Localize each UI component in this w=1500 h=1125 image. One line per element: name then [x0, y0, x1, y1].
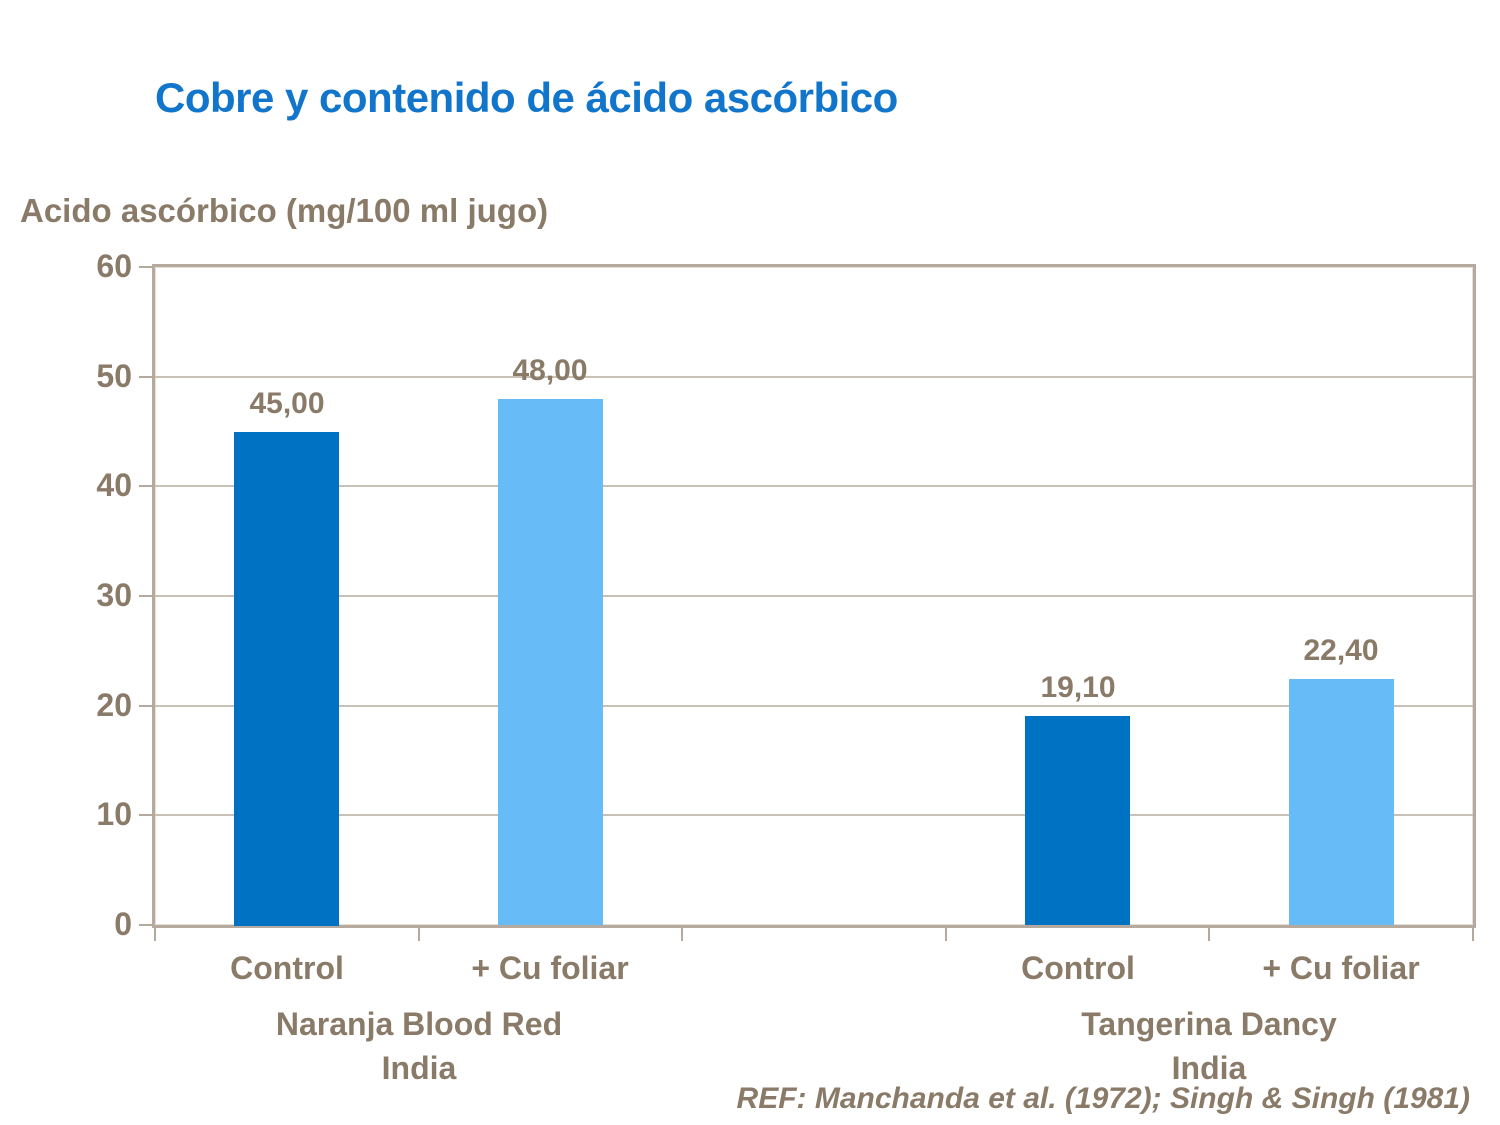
gridline [155, 705, 1473, 707]
group-label: Tangerina Dancy [1081, 1006, 1337, 1042]
bar-value-label: 22,40 [1303, 634, 1379, 667]
x-tick-mark [681, 928, 683, 941]
bar-value-label: 48,00 [512, 354, 588, 387]
group-sublabel: India [381, 1050, 457, 1086]
bar-naranja-blood-red-cu-foliar [498, 399, 603, 925]
x-tick-mark [1208, 928, 1210, 941]
x-category-label: + Cu foliar [471, 950, 629, 986]
plot-area-border [152, 264, 1476, 928]
y-tick-mark [139, 595, 152, 597]
reference-citation: REF: Manchanda et al. (1972); Singh & Si… [736, 1082, 1470, 1115]
y-tick-label: 10 [96, 796, 132, 832]
x-category-label: Control [230, 950, 344, 986]
group-sublabel: India [1171, 1050, 1247, 1086]
y-tick-label: 0 [114, 906, 132, 942]
y-tick-mark [139, 376, 152, 378]
y-tick-mark [139, 266, 152, 268]
x-tick-mark [154, 928, 156, 941]
y-tick-mark [139, 924, 152, 926]
bar-tangerina-dancy-control [1025, 716, 1130, 925]
x-tick-mark [1472, 928, 1474, 941]
bar-tangerina-dancy-cu-foliar [1289, 679, 1394, 925]
y-tick-label: 20 [96, 687, 132, 723]
y-tick-label: 50 [96, 358, 132, 394]
x-category-label: + Cu foliar [1262, 950, 1420, 986]
y-tick-label: 40 [96, 467, 132, 503]
y-tick-mark [139, 485, 152, 487]
x-tick-mark [945, 928, 947, 941]
gridline [155, 485, 1473, 487]
y-axis-title: Acido ascórbico (mg/100 ml jugo) [20, 192, 549, 229]
x-category-label: Control [1021, 950, 1135, 986]
gridline [155, 376, 1473, 378]
group-label: Naranja Blood Red [275, 1006, 563, 1042]
y-tick-mark [139, 705, 152, 707]
bar-value-label: 19,10 [1040, 671, 1116, 704]
gridline [155, 814, 1473, 816]
bar-value-label: 45,00 [249, 387, 325, 420]
y-tick-label: 60 [96, 248, 132, 284]
gridline [155, 595, 1473, 597]
bar-naranja-blood-red-control [234, 432, 339, 926]
y-tick-label: 30 [96, 577, 132, 613]
chart-title: Cobre y contenido de ácido ascórbico [155, 74, 898, 121]
x-tick-mark [418, 928, 420, 941]
y-tick-mark [139, 814, 152, 816]
